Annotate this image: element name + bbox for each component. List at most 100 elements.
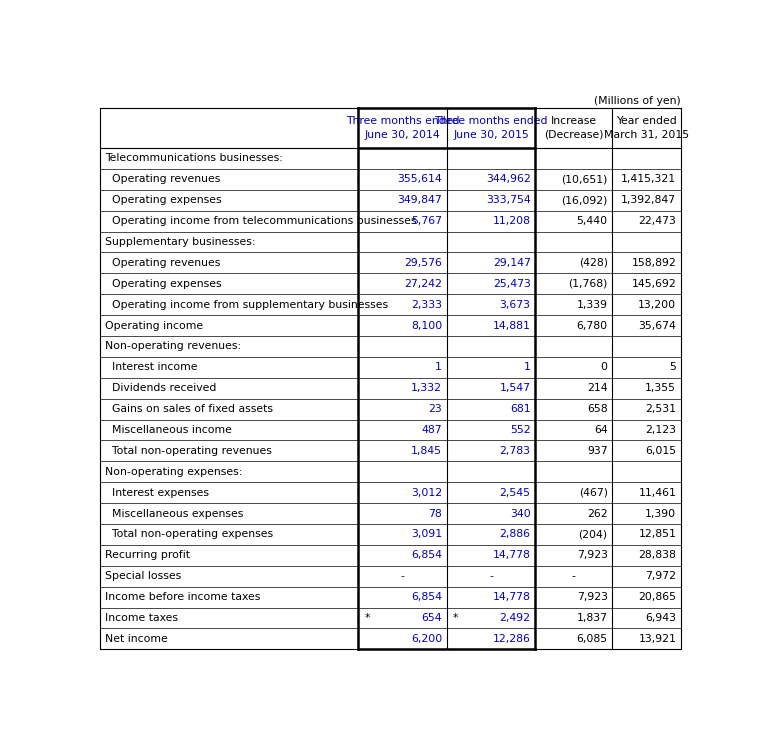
Text: Income before income taxes: Income before income taxes [105, 592, 261, 602]
Text: (428): (428) [578, 258, 607, 268]
Text: Dividends received: Dividends received [105, 383, 216, 393]
Text: Interest income: Interest income [105, 362, 197, 372]
Text: 552: 552 [510, 425, 530, 435]
Text: 20,865: 20,865 [639, 592, 676, 602]
Text: Net income: Net income [105, 634, 168, 644]
Text: -: - [572, 571, 576, 581]
Text: 340: 340 [510, 509, 530, 518]
Text: 29,147: 29,147 [493, 258, 530, 268]
Text: 1: 1 [523, 362, 530, 372]
Text: 214: 214 [587, 383, 607, 393]
Text: Operating income from telecommunications businesses: Operating income from telecommunications… [105, 216, 416, 226]
Text: 14,778: 14,778 [493, 550, 530, 560]
Text: 6,780: 6,780 [577, 320, 607, 331]
Text: Supplementary businesses:: Supplementary businesses: [105, 237, 255, 247]
Text: Operating income: Operating income [105, 320, 203, 331]
Text: 681: 681 [510, 404, 530, 414]
Text: Total non-operating expenses: Total non-operating expenses [105, 529, 273, 539]
Text: Non-operating expenses:: Non-operating expenses: [105, 467, 242, 476]
Text: 11,461: 11,461 [639, 487, 676, 498]
Text: 262: 262 [587, 509, 607, 518]
Text: 658: 658 [587, 404, 607, 414]
Text: (467): (467) [578, 487, 607, 498]
Text: 2,123: 2,123 [645, 425, 676, 435]
Text: Non-operating revenues:: Non-operating revenues: [105, 342, 241, 351]
Text: 2,492: 2,492 [500, 613, 530, 623]
Text: 1,332: 1,332 [411, 383, 442, 393]
Text: 64: 64 [594, 425, 607, 435]
Text: 2,333: 2,333 [411, 300, 442, 309]
Text: Operating expenses: Operating expenses [105, 195, 222, 205]
Text: 1,392,847: 1,392,847 [621, 195, 676, 205]
Text: 158,892: 158,892 [632, 258, 676, 268]
Text: 14,881: 14,881 [493, 320, 530, 331]
Text: Three months ended
June 30, 2015: Three months ended June 30, 2015 [434, 117, 548, 139]
Text: Miscellaneous expenses: Miscellaneous expenses [105, 509, 243, 518]
Text: Operating income from supplementary businesses: Operating income from supplementary busi… [105, 300, 388, 309]
Text: 2,531: 2,531 [645, 404, 676, 414]
Text: 5,767: 5,767 [411, 216, 442, 226]
Text: Total non-operating revenues: Total non-operating revenues [105, 446, 272, 456]
Text: -: - [401, 571, 405, 581]
Text: 0: 0 [600, 362, 607, 372]
Text: Recurring profit: Recurring profit [105, 550, 190, 560]
Text: Year ended
March 31, 2015: Year ended March 31, 2015 [604, 117, 689, 139]
Text: Income taxes: Income taxes [105, 613, 178, 623]
Text: 12,851: 12,851 [639, 529, 676, 539]
Text: 6,200: 6,200 [411, 634, 442, 644]
Text: 1,415,321: 1,415,321 [621, 174, 676, 184]
Text: 1: 1 [435, 362, 442, 372]
Text: 35,674: 35,674 [639, 320, 676, 331]
Text: 344,962: 344,962 [486, 174, 530, 184]
Text: 13,200: 13,200 [638, 300, 676, 309]
Text: 25,473: 25,473 [493, 279, 530, 289]
Text: *: * [453, 613, 458, 623]
Text: 5: 5 [669, 362, 676, 372]
Text: 1,837: 1,837 [577, 613, 607, 623]
Text: 3,091: 3,091 [411, 529, 442, 539]
Text: 28,838: 28,838 [639, 550, 676, 560]
Text: 333,754: 333,754 [486, 195, 530, 205]
Text: 6,943: 6,943 [645, 613, 676, 623]
Text: 6,015: 6,015 [645, 446, 676, 456]
Text: 12,286: 12,286 [493, 634, 530, 644]
Text: 8,100: 8,100 [411, 320, 442, 331]
Text: 7,923: 7,923 [577, 550, 607, 560]
Text: 355,614: 355,614 [397, 174, 442, 184]
Text: 1,355: 1,355 [645, 383, 676, 393]
Text: 145,692: 145,692 [632, 279, 676, 289]
Text: 13,921: 13,921 [639, 634, 676, 644]
Text: 6,854: 6,854 [411, 592, 442, 602]
Text: Operating revenues: Operating revenues [105, 258, 220, 268]
Text: Special losses: Special losses [105, 571, 181, 581]
Text: Gains on sales of fixed assets: Gains on sales of fixed assets [105, 404, 273, 414]
Text: 349,847: 349,847 [397, 195, 442, 205]
Text: -: - [489, 571, 493, 581]
Text: 487: 487 [421, 425, 442, 435]
Text: (10,651): (10,651) [562, 174, 607, 184]
Text: Operating revenues: Operating revenues [105, 174, 220, 184]
Text: 6,085: 6,085 [577, 634, 607, 644]
Text: Telecommunications businesses:: Telecommunications businesses: [105, 153, 283, 163]
Text: 29,576: 29,576 [404, 258, 442, 268]
Text: 3,673: 3,673 [500, 300, 530, 309]
Text: (1,768): (1,768) [568, 279, 607, 289]
Text: 11,208: 11,208 [493, 216, 530, 226]
Text: 654: 654 [421, 613, 442, 623]
Text: 2,783: 2,783 [500, 446, 530, 456]
Text: 1,390: 1,390 [645, 509, 676, 518]
Text: *: * [364, 613, 370, 623]
Text: (204): (204) [578, 529, 607, 539]
Text: 3,012: 3,012 [411, 487, 442, 498]
Text: 27,242: 27,242 [404, 279, 442, 289]
Text: Three months ended
June 30, 2014: Three months ended June 30, 2014 [346, 117, 459, 139]
Text: 7,972: 7,972 [645, 571, 676, 581]
Text: 7,923: 7,923 [577, 592, 607, 602]
Text: 78: 78 [428, 509, 442, 518]
Text: 5,440: 5,440 [577, 216, 607, 226]
Text: Interest expenses: Interest expenses [105, 487, 209, 498]
Text: 2,886: 2,886 [500, 529, 530, 539]
Text: Increase
(Decrease): Increase (Decrease) [544, 117, 604, 139]
Text: 14,778: 14,778 [493, 592, 530, 602]
Text: Operating expenses: Operating expenses [105, 279, 222, 289]
